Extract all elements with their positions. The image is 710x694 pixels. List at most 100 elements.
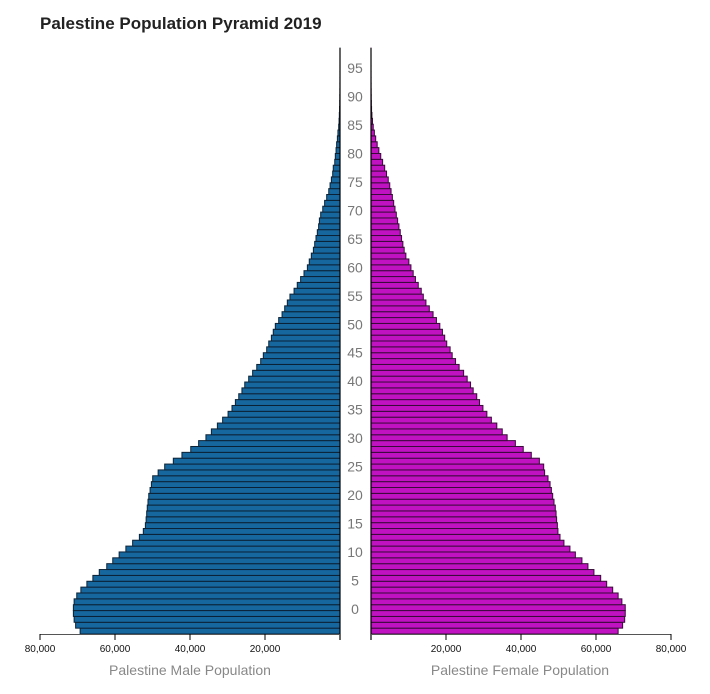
female-bar [370, 381, 472, 389]
male-bar [260, 358, 341, 365]
female-bar [370, 416, 492, 424]
male-bar [248, 375, 341, 383]
female-bar [370, 481, 551, 489]
male-x-tick-label: 20,000 [250, 644, 281, 655]
female-bar [370, 194, 393, 201]
female-bar [370, 586, 614, 594]
male-bar [72, 604, 341, 612]
female-bar [370, 182, 391, 190]
female-bar [370, 404, 484, 412]
age-label: 15 [347, 516, 363, 532]
male-bar [256, 363, 341, 371]
male-bar [278, 317, 341, 324]
female-bar [370, 498, 555, 506]
age-label: 95 [347, 60, 363, 76]
male-bar [284, 305, 341, 313]
female-bar [370, 516, 558, 524]
age-label: 5 [351, 573, 359, 589]
male-bar [138, 533, 341, 541]
age-label: 40 [347, 373, 363, 389]
age-label: 35 [347, 402, 363, 418]
female-bar [370, 158, 384, 166]
female-bar [370, 393, 478, 401]
male-bar [146, 510, 341, 518]
male-bar [332, 164, 341, 172]
female-bar [370, 563, 589, 571]
female-bar [370, 211, 397, 219]
female-bar [370, 317, 437, 324]
male-bar [142, 528, 341, 535]
female-bar [370, 176, 389, 184]
female-bar [370, 592, 619, 600]
male-bar [300, 276, 341, 283]
age-label: 80 [347, 145, 363, 161]
female-bar [370, 240, 404, 248]
male-bar [145, 516, 341, 524]
female-bar [370, 205, 396, 213]
male-bar [334, 158, 341, 166]
female-bar [370, 135, 377, 143]
male-bar [266, 346, 341, 354]
female-axis-title: Palestine Female Population [431, 662, 609, 678]
male-bar [98, 569, 341, 576]
female-bar [370, 229, 401, 237]
female-bar [370, 270, 414, 278]
male-bar [150, 481, 341, 489]
male-bar [281, 311, 341, 319]
male-bar [312, 246, 341, 254]
male-bar [315, 235, 341, 242]
age-label: 20 [347, 487, 363, 503]
female-bar [370, 387, 474, 395]
age-label: 10 [347, 544, 363, 560]
female-bar [370, 434, 508, 442]
male-bar [210, 428, 341, 436]
female-bar [370, 545, 571, 553]
male-bar [106, 563, 341, 571]
female-bar [370, 610, 626, 617]
female-bar [370, 440, 516, 447]
female-bar [370, 141, 378, 149]
female-bars [370, 47, 626, 635]
male-bar [293, 287, 341, 295]
female-bar [370, 147, 380, 154]
female-bar [370, 199, 395, 207]
female-bar [370, 615, 626, 623]
male-bar [132, 539, 341, 547]
male-bar [286, 299, 341, 307]
female-bar [370, 299, 427, 307]
age-label: 0 [351, 601, 359, 617]
male-bar [310, 252, 341, 260]
female-bar [370, 188, 392, 195]
male-bar [164, 463, 341, 471]
female-bar [370, 504, 556, 512]
axes: 80,000 60,000 40,000 20,000 20,000 40,000 60,0… [25, 48, 687, 655]
male-bar [316, 229, 341, 237]
female-bar [370, 170, 388, 178]
male-bar [216, 422, 341, 430]
female-bar [370, 217, 399, 225]
female-bar [370, 264, 412, 272]
female-bar [370, 287, 422, 295]
female-bar [370, 463, 545, 471]
female-bar [370, 422, 498, 430]
male-bar [181, 451, 341, 459]
female-bar [370, 445, 524, 453]
female-bar [370, 451, 532, 459]
female-bar [370, 369, 465, 377]
female-bar [370, 352, 453, 360]
male-bar [296, 281, 341, 289]
male-bar [330, 176, 341, 184]
male-bar [72, 610, 341, 617]
female-bar [370, 539, 565, 547]
female-bar [370, 410, 488, 418]
female-bar [370, 598, 623, 606]
age-label: 25 [347, 459, 363, 475]
female-bar [370, 311, 434, 319]
age-label: 50 [347, 316, 363, 332]
male-bar [112, 557, 341, 565]
male-bar [92, 574, 341, 582]
female-bar [370, 574, 602, 582]
female-bar [370, 533, 561, 541]
male-bar [334, 152, 341, 160]
